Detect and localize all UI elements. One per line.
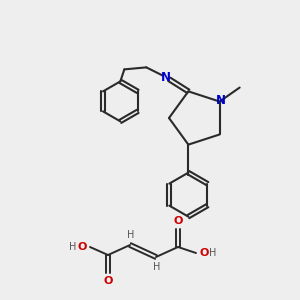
Text: O: O <box>173 216 183 226</box>
Text: H: H <box>209 248 217 258</box>
Text: H: H <box>69 242 77 252</box>
Text: O: O <box>77 242 87 252</box>
Text: O: O <box>199 248 209 258</box>
Text: H: H <box>127 230 135 240</box>
Text: N: N <box>161 71 171 84</box>
Text: O: O <box>103 276 113 286</box>
Text: H: H <box>153 262 161 272</box>
Text: N: N <box>216 94 226 107</box>
